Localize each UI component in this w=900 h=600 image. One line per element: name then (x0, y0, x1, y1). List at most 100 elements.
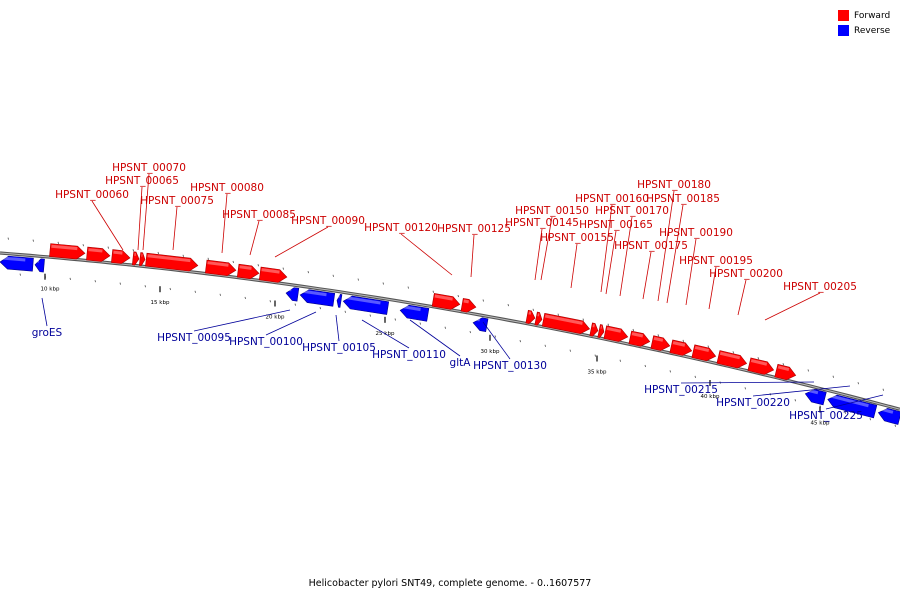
forward-gene-arrow[interactable] (669, 339, 693, 357)
gene-shape[interactable] (204, 259, 237, 277)
reverse-gene-arrow[interactable] (399, 304, 430, 322)
minor-tick (482, 299, 484, 302)
gene-shape[interactable] (826, 393, 878, 419)
gene-gloss (463, 299, 469, 304)
gene-shape[interactable] (804, 387, 827, 406)
leader-line (193, 309, 291, 332)
gene-shape[interactable] (472, 316, 489, 332)
gene-shape[interactable] (589, 322, 599, 337)
scale-label: 20 kbp (266, 315, 285, 321)
gene-gloss (1, 256, 26, 262)
gene-shape[interactable] (86, 246, 111, 262)
forward-gene-arrow[interactable] (145, 252, 199, 272)
gene-shape[interactable] (236, 263, 260, 280)
forward-gene-arrow[interactable] (86, 246, 111, 262)
forward-gene-arrow[interactable] (716, 350, 748, 370)
gene-shape[interactable] (399, 304, 430, 322)
reverse-gene-arrow[interactable] (472, 316, 489, 332)
minor-tick (57, 241, 59, 244)
reverse-gene-arrow[interactable] (299, 289, 336, 307)
reverse-gene-arrow[interactable] (877, 406, 900, 425)
forward-gene-arrow[interactable] (541, 312, 591, 335)
reverse-gene-arrow[interactable] (826, 393, 878, 419)
minor-tick (319, 307, 321, 310)
gene-shape[interactable] (774, 363, 798, 381)
forward-gene-arrow[interactable] (603, 325, 629, 343)
forward-gene-arrow[interactable] (525, 309, 536, 324)
forward-gene-arrow[interactable] (204, 259, 237, 277)
gene-shape[interactable] (0, 255, 34, 272)
gene-gloss (51, 244, 78, 251)
forward-gene-arrow[interactable] (431, 293, 461, 310)
forward-gene-label: HPSNT_00190 (659, 227, 733, 239)
gene-gloss (719, 351, 741, 360)
forward-gene-label: HPSNT_00070 (112, 162, 186, 174)
forward-gene-arrow[interactable] (138, 252, 146, 267)
forward-gene-label: HPSNT_00165 (579, 219, 653, 231)
forward-gene-arrow[interactable] (460, 298, 477, 313)
minor-tick (294, 303, 296, 306)
gene-shape[interactable] (336, 294, 343, 308)
forward-gene-arrow[interactable] (774, 363, 798, 381)
gene-shape[interactable] (877, 406, 900, 425)
gene-shape[interactable] (747, 357, 775, 376)
forward-gene-arrow[interactable] (589, 322, 599, 337)
gene-shape[interactable] (603, 325, 629, 343)
leader-line (142, 173, 150, 251)
legend-item-reverse: Reverse (838, 24, 890, 37)
gene-shape[interactable] (716, 350, 748, 370)
gene-shape[interactable] (460, 298, 477, 313)
forward-gene-arrow[interactable] (258, 266, 288, 284)
forward-gene-arrow[interactable] (628, 330, 651, 348)
gene-shape[interactable] (691, 344, 717, 363)
forward-gene-arrow[interactable] (597, 324, 606, 339)
gene-shape[interactable] (138, 252, 146, 267)
gene-shape[interactable] (145, 252, 199, 272)
forward-gene-arrow[interactable] (650, 335, 671, 353)
gene-shape[interactable] (342, 295, 390, 315)
forward-gene-arrow[interactable] (111, 249, 131, 265)
minor-tick (694, 375, 696, 378)
gene-shape[interactable] (541, 312, 591, 335)
forward-gene-label: HPSNT_00065 (105, 175, 179, 187)
gene-shape[interactable] (111, 249, 131, 265)
reverse-gene-arrow[interactable] (342, 295, 390, 315)
forward-gene-arrow[interactable] (236, 263, 260, 280)
reverse-gene-arrow[interactable] (34, 258, 45, 273)
gene-shape[interactable] (431, 293, 461, 310)
gene-gloss (631, 332, 644, 338)
forward-gene-arrow[interactable] (534, 311, 543, 326)
forward-gene-label: HPSNT_00200 (709, 268, 783, 280)
forward-gene-arrow[interactable] (131, 251, 140, 266)
reverse-gene-arrow[interactable] (0, 255, 34, 272)
gene-gloss (474, 317, 480, 322)
gene-shape[interactable] (299, 289, 336, 307)
forward-gene-label: HPSNT_00075 (140, 195, 214, 207)
gene-gloss (301, 289, 327, 297)
scale-label: 35 kbp (588, 369, 607, 375)
gene-shape[interactable] (669, 339, 693, 357)
minor-tick (7, 237, 9, 240)
reverse-gene-label: HPSNT_00130 (473, 360, 547, 372)
gene-shape[interactable] (534, 311, 543, 326)
gene-shape[interactable] (650, 335, 671, 353)
gene-shape[interactable] (258, 266, 288, 284)
reverse-gene-arrow[interactable] (285, 287, 300, 302)
forward-gene-arrow[interactable] (691, 344, 717, 363)
gene-shape[interactable] (131, 251, 140, 266)
gene-shape[interactable] (34, 258, 45, 273)
gene-shape[interactable] (628, 330, 651, 348)
minor-tick (119, 282, 121, 285)
forward-gene-arrow[interactable] (747, 357, 775, 376)
reverse-gene-label: groES (32, 327, 63, 339)
gene-shape[interactable] (49, 243, 86, 260)
reverse-gene-arrow[interactable] (336, 294, 343, 308)
gene-shape[interactable] (525, 309, 536, 324)
gene-shape[interactable] (285, 287, 300, 302)
legend-swatch-forward (838, 10, 849, 21)
gene-shape[interactable] (597, 324, 606, 339)
scale-label: 30 kbp (481, 349, 500, 355)
forward-gene-arrow[interactable] (49, 243, 86, 260)
forward-gene-label: HPSNT_00205 (783, 281, 857, 293)
leader-line (666, 204, 684, 304)
